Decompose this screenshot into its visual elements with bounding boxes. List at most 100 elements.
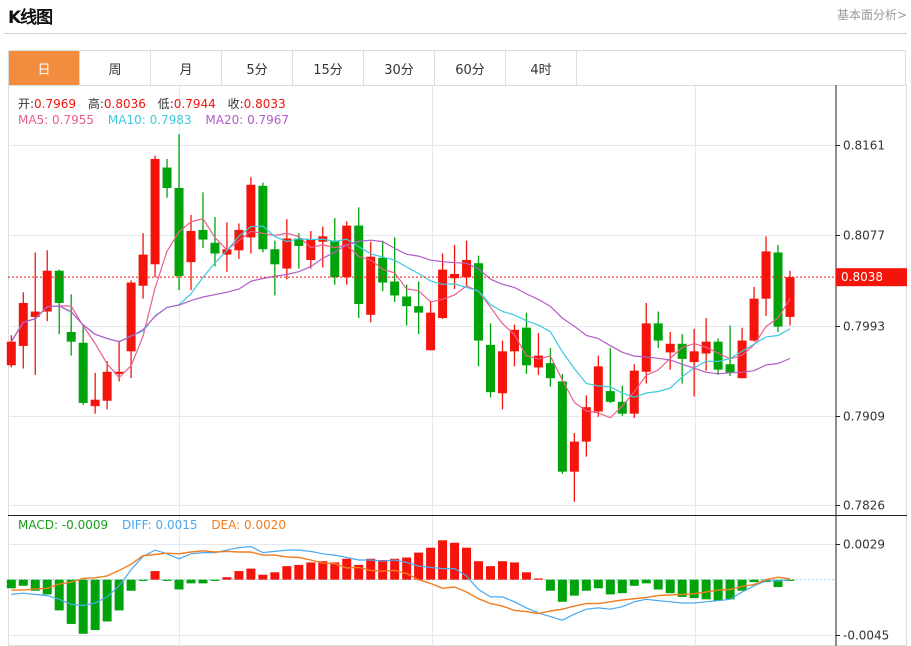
last-price-label: 0.8038	[841, 270, 883, 284]
macd-bar-positive	[258, 574, 268, 580]
ma-info: MA5: 0.7955 MA10: 0.7983 MA20: 0.7967	[18, 113, 289, 127]
last-price-badge	[836, 268, 907, 287]
candle-up	[222, 249, 232, 255]
macd-bar-positive	[521, 572, 531, 580]
candle-down	[78, 342, 88, 403]
tab-5min[interactable]: 5分	[222, 51, 293, 86]
candle-up	[366, 256, 376, 315]
macd-bar-positive	[426, 547, 436, 580]
macd-bar-negative	[126, 579, 136, 591]
candle-up	[785, 277, 795, 317]
macd-bar-negative	[737, 579, 747, 591]
tab-30min[interactable]: 30分	[364, 51, 435, 86]
macd-bar-positive	[390, 558, 400, 580]
candle-up	[102, 371, 112, 401]
macd-bar-negative	[749, 579, 759, 583]
candle-up	[593, 366, 603, 412]
tab-15min[interactable]: 15分	[293, 51, 364, 86]
candle-up	[342, 225, 352, 278]
macd-bar-negative	[593, 579, 603, 589]
candle-up	[438, 269, 448, 319]
candle-up	[462, 259, 472, 278]
macd-bar-negative	[653, 579, 663, 590]
macd-bar-positive	[438, 540, 448, 580]
candle-up	[306, 239, 316, 260]
macd-bar-negative	[545, 579, 555, 591]
candle-down	[713, 341, 723, 370]
macd-info: MACD: -0.0009 DIFF: 0.0015 DEA: 0.0020	[18, 518, 286, 532]
macd-y-tick-label: 0.0029	[843, 538, 885, 552]
candle-up	[497, 351, 507, 394]
macd-bar-positive	[246, 568, 256, 580]
macd-y-tick-label: -0.0045	[843, 629, 889, 643]
moving-averages	[8, 218, 836, 419]
ma20-value: MA20: 0.7967	[205, 113, 290, 127]
ma5-line	[10, 218, 791, 419]
candle-down	[557, 381, 567, 472]
macd-bar-positive	[354, 564, 364, 580]
high-value: 0.8036	[103, 97, 146, 111]
macd-bar-positive	[234, 571, 244, 580]
y-tick-label: 0.8161	[843, 139, 885, 153]
diff-value: DIFF: 0.0015	[121, 518, 198, 532]
macd-bar-positive	[294, 564, 304, 580]
macd-panel	[6, 540, 836, 634]
tab-60min[interactable]: 60分	[435, 51, 506, 86]
candle-up	[533, 355, 543, 368]
candle-down	[354, 225, 364, 305]
macd-bar-positive	[282, 566, 292, 580]
period-tabs: 日 周 月 5分 15分 30分 60分 4时	[8, 50, 906, 86]
candle-down	[378, 257, 388, 283]
low-label: 低:	[157, 97, 174, 111]
macd-bar-positive	[306, 562, 316, 580]
candle-down	[294, 238, 304, 247]
close-label: 收:	[227, 97, 244, 111]
macd-bar-negative	[54, 579, 64, 611]
y-tick-label: 0.7909	[843, 410, 885, 424]
candle-down	[677, 343, 687, 359]
candle-up	[426, 312, 436, 351]
candle-down	[210, 242, 220, 254]
macd-value: MACD: -0.0009	[18, 518, 109, 532]
y-tick-label: 0.8077	[843, 229, 885, 243]
macd-bar-positive	[150, 571, 160, 580]
candle-up	[126, 282, 136, 352]
candle-down	[414, 306, 424, 313]
macd-bar-positive	[222, 577, 232, 580]
tab-month[interactable]: 月	[151, 51, 222, 86]
macd-bar-positive	[270, 572, 280, 580]
candle-up	[737, 340, 747, 379]
candle-up	[689, 351, 699, 363]
candle-down	[653, 323, 663, 341]
candle-up	[186, 230, 196, 263]
y-axis: 0.8161 0.8077 0.7993 0.7909 0.7826 0.0029 -0.0…	[836, 139, 907, 643]
candle-down	[617, 401, 627, 414]
candle-down	[486, 344, 495, 393]
fundamental-analysis-link[interactable]: 基本面分析>	[836, 8, 907, 22]
candle-down	[66, 331, 76, 342]
tab-4hour[interactable]: 4时	[506, 51, 577, 86]
macd-bar-negative	[677, 579, 687, 597]
ohlc-info: 开:0.7969 高:0.8036 低:0.7944 收:0.8033	[18, 95, 294, 112]
candle-up	[581, 407, 591, 442]
ma5-value: MA5: 0.7955	[18, 113, 95, 127]
macd-bar-negative	[6, 579, 16, 589]
tab-week[interactable]: 周	[80, 51, 151, 86]
macd-bar-positive	[509, 562, 519, 580]
page-title: K线图	[8, 8, 53, 28]
y-tick-label: 0.7826	[843, 499, 885, 513]
macd-bar-negative	[138, 579, 148, 581]
macd-bar-negative	[30, 579, 40, 591]
macd-bar-negative	[90, 579, 100, 631]
candle-up	[42, 270, 52, 312]
high-label: 高:	[87, 97, 104, 111]
tab-day[interactable]: 日	[9, 51, 80, 86]
candle-down	[198, 229, 208, 240]
candle-down	[54, 270, 64, 303]
macd-bar-positive	[318, 561, 328, 580]
candle-down	[390, 281, 400, 296]
macd-bar-negative	[198, 579, 208, 584]
open-label: 开:	[18, 97, 35, 111]
macd-bar-positive	[402, 557, 412, 580]
